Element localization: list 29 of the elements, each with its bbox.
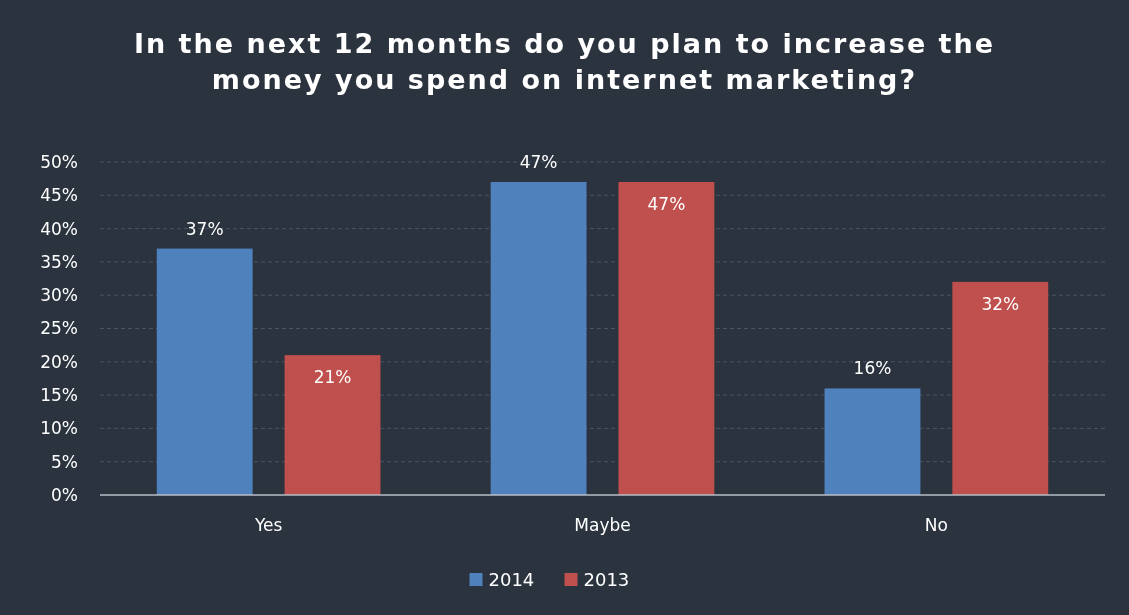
text: 47% bbox=[647, 193, 686, 214]
y-tick-label: 35% bbox=[40, 251, 78, 272]
y-tick-label: 50% bbox=[40, 151, 78, 172]
x-tick-label: Yes bbox=[253, 515, 283, 535]
legend-label: 2013 bbox=[583, 569, 630, 591]
y-tick-label: 30% bbox=[40, 285, 78, 306]
y-tick-label: 20% bbox=[40, 351, 78, 372]
chart-title: In the next 12 months do you plan to increase the money you spend on internet marketing? bbox=[133, 28, 996, 95]
bar bbox=[618, 181, 715, 495]
bar bbox=[490, 181, 587, 495]
bar bbox=[952, 281, 1049, 495]
text: 16% bbox=[853, 358, 892, 379]
y-tick-label: 0% bbox=[51, 484, 78, 505]
y-tick-label: 45% bbox=[40, 185, 78, 206]
text: 47% bbox=[519, 151, 558, 172]
legend-label: 2014 bbox=[488, 569, 535, 591]
y-tick-label: 5% bbox=[51, 451, 78, 472]
x-tick-label: No bbox=[924, 515, 948, 535]
y-tick-label: 10% bbox=[40, 418, 78, 439]
y-tick-label: 15% bbox=[40, 385, 78, 406]
y-tick-label: 25% bbox=[40, 318, 78, 339]
bar bbox=[284, 355, 381, 495]
y-tick-label: 40% bbox=[40, 218, 78, 239]
text: 37% bbox=[185, 218, 224, 239]
text: 32% bbox=[981, 293, 1020, 314]
bar bbox=[824, 388, 921, 495]
text: 21% bbox=[313, 367, 352, 388]
x-tick-label: Maybe bbox=[574, 515, 631, 535]
bar bbox=[156, 248, 253, 495]
